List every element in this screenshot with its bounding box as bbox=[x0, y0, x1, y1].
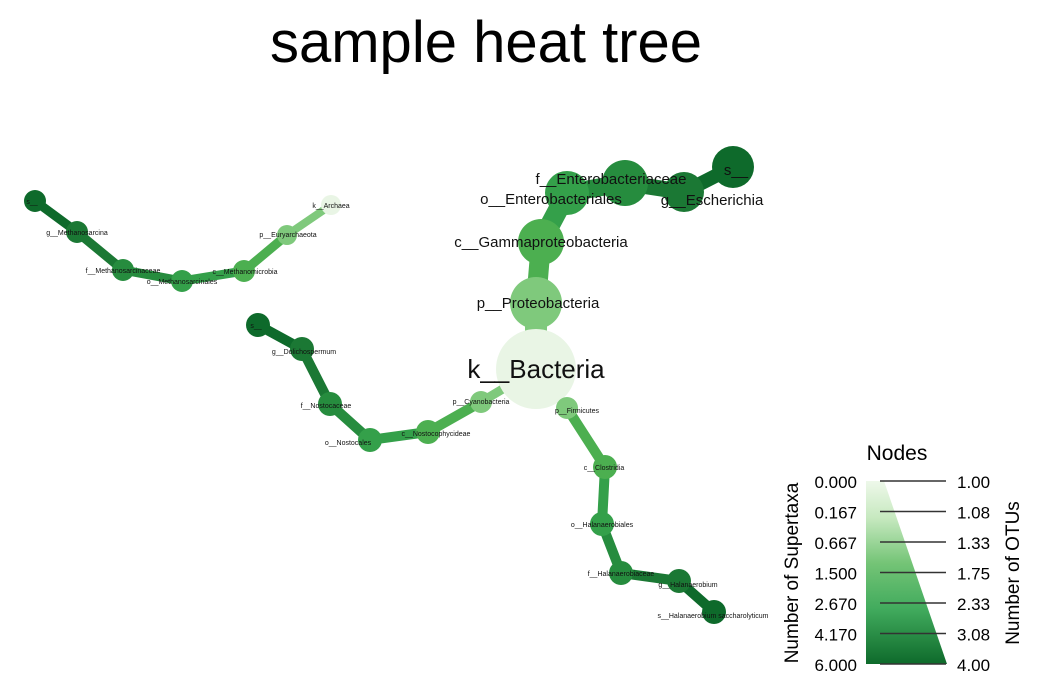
label-o-halanaerobiales: o__Halanaerobiales bbox=[571, 522, 634, 529]
node-s-escherichia bbox=[712, 146, 754, 188]
label-c-clostridia: c__Clostridia bbox=[584, 465, 625, 472]
tree-edges bbox=[30, 160, 740, 617]
label-s-escherichia: s__ bbox=[724, 162, 749, 179]
legend-left-axis-label: Number of Supertaxa bbox=[782, 482, 803, 663]
node-f-nostocaceae bbox=[318, 392, 342, 416]
label-s-dolichospermum: s__ bbox=[250, 323, 261, 330]
label-s-methanosarcina: s__ bbox=[26, 199, 37, 206]
chart-title: sample heat tree bbox=[270, 10, 702, 75]
label-k-archaea: k__Archaea bbox=[312, 203, 349, 210]
legend-right-tick-6: 4.00 bbox=[957, 656, 990, 675]
label-c-gammaproteobacteria: c__Gammaproteobacteria bbox=[454, 234, 628, 251]
label-f-halanaerobiaceae: f__Halanaerobiaceae bbox=[588, 571, 655, 578]
node-c-clostridia bbox=[593, 455, 617, 479]
legend-left-tick-2: 0.667 bbox=[814, 534, 857, 553]
node-p-firmicutes bbox=[556, 397, 578, 419]
node-o-methanosarcinales bbox=[171, 270, 193, 292]
node-s-halanaerobium bbox=[702, 600, 726, 624]
label-g-methanosarcina: g__Methanosarcina bbox=[46, 230, 108, 237]
node-c-methanomicrobia bbox=[233, 260, 255, 282]
legend-right-tick-4: 2.33 bbox=[957, 595, 990, 614]
tree-labels: k__Bacteria p__Proteobacteria c__Gammaprot… bbox=[26, 162, 768, 620]
node-o-halanaerobiales bbox=[590, 512, 614, 536]
label-f-methanosarcinaceae: f__Methanosarcinaceae bbox=[86, 268, 161, 275]
label-k-bacteria: k__Bacteria bbox=[467, 354, 605, 384]
label-c-methanomicrobia: c__Methanomicrobia bbox=[213, 269, 278, 276]
label-c-nostocophycideae: c__Nostocophycideae bbox=[402, 431, 471, 438]
label-p-firmicutes: p__Firmicutes bbox=[555, 408, 599, 415]
node-f-methanosarcinaceae bbox=[112, 259, 134, 281]
label-o-methanosarcinales: o__Methanosarcinales bbox=[147, 279, 218, 286]
legend: Nodes 0.000 1.00 0.167 1.08 0.667 1.33 1.500 1.… bbox=[782, 442, 1024, 675]
label-g-halanaerobium: g__Halanaerobium bbox=[658, 582, 717, 589]
node-g-methanosarcina bbox=[66, 221, 88, 243]
legend-right-tick-2: 1.33 bbox=[957, 534, 990, 553]
node-c-gammaproteobacteria bbox=[518, 219, 564, 265]
label-p-proteobacteria: p__Proteobacteria bbox=[477, 295, 600, 312]
node-g-escherichia bbox=[664, 172, 704, 212]
legend-right-tick-3: 1.75 bbox=[957, 565, 990, 584]
legend-right-tick-1: 1.08 bbox=[957, 504, 990, 523]
legend-left-tick-0: 0.000 bbox=[814, 473, 857, 492]
label-g-dolichospermum: g__Dolichospermum bbox=[272, 349, 336, 356]
node-f-enterobacteriaceae bbox=[602, 160, 648, 206]
node-p-proteobacteria bbox=[510, 277, 562, 329]
legend-left-tick-1: 0.167 bbox=[814, 504, 857, 523]
label-g-escherichia: g__Escherichia bbox=[661, 192, 764, 209]
legend-right-tick-0: 1.00 bbox=[957, 473, 990, 492]
legend-title: Nodes bbox=[867, 442, 928, 465]
label-o-nostocales: o__Nostocales bbox=[325, 440, 372, 447]
node-f-halanaerobiaceae bbox=[609, 561, 633, 585]
node-k-archaea bbox=[321, 195, 341, 215]
label-s-halanaerobium: s__Halanaerobium saccharolyticum bbox=[658, 613, 769, 620]
node-p-euryarchaeota bbox=[277, 225, 297, 245]
node-o-nostocales bbox=[358, 428, 382, 452]
node-g-dolichospermum bbox=[290, 337, 314, 361]
label-o-enterobacteriales: o__Enterobacteriales bbox=[480, 191, 622, 208]
legend-left-tick-4: 2.670 bbox=[814, 595, 857, 614]
node-o-enterobacteriales bbox=[545, 171, 589, 215]
legend-left-tick-3: 1.500 bbox=[814, 565, 857, 584]
node-c-nostocophycideae bbox=[416, 420, 440, 444]
label-f-nostocaceae: f__Nostocaceae bbox=[301, 403, 352, 410]
legend-ticks: 0.000 1.00 0.167 1.08 0.667 1.33 1.500 1.75 2.67… bbox=[814, 473, 990, 675]
node-s-methanosarcina bbox=[24, 190, 46, 212]
legend-left-tick-5: 4.170 bbox=[814, 626, 857, 645]
node-g-halanaerobium bbox=[667, 569, 691, 593]
node-k-bacteria bbox=[496, 329, 576, 409]
legend-left-tick-6: 6.000 bbox=[814, 656, 857, 675]
legend-right-axis-label: Number of OTUs bbox=[1003, 501, 1024, 645]
label-f-enterobacteriaceae: f__Enterobacteriaceae bbox=[536, 171, 687, 188]
legend-right-tick-5: 3.08 bbox=[957, 626, 990, 645]
node-p-cyanobacteria bbox=[470, 391, 492, 413]
tree-nodes bbox=[24, 146, 754, 624]
node-s-dolichospermum bbox=[246, 313, 270, 337]
label-p-cyanobacteria: p__Cyanobacteria bbox=[453, 399, 510, 406]
label-p-euryarchaeota: p__Euryarchaeota bbox=[259, 232, 316, 239]
